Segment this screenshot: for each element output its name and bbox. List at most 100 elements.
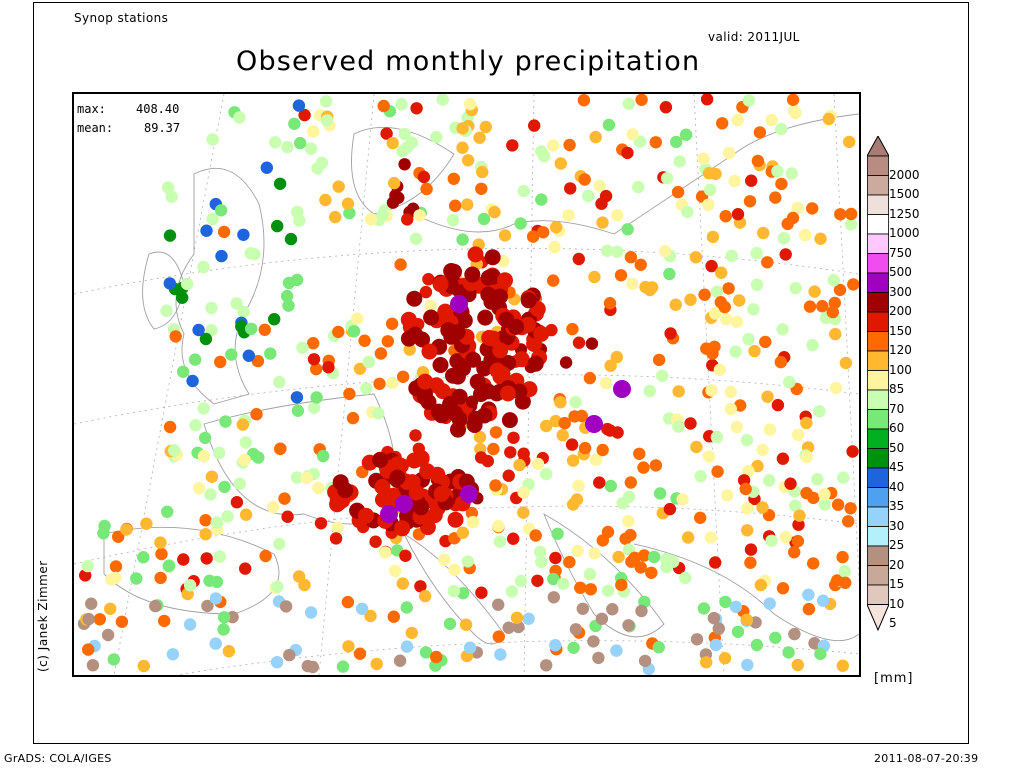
coastline	[413, 113, 859, 235]
gridline	[833, 94, 859, 586]
station-marker	[595, 197, 608, 210]
station-marker	[205, 470, 219, 483]
station-marker	[826, 305, 839, 319]
station-marker	[283, 648, 296, 662]
gridline	[318, 94, 375, 675]
station-marker	[398, 158, 411, 171]
legend-label: 35	[889, 499, 905, 513]
station-marker	[741, 502, 754, 515]
station-marker	[637, 461, 650, 474]
station-marker	[628, 551, 641, 564]
station-marker	[645, 566, 658, 579]
legend-label: 70	[889, 401, 905, 416]
legend-swatch	[867, 233, 889, 254]
station-marker	[606, 603, 619, 616]
station-marker	[718, 652, 732, 665]
station-marker	[635, 604, 648, 618]
station-marker	[380, 127, 393, 140]
station-marker	[270, 656, 284, 669]
legend-label: 120	[889, 343, 912, 357]
station-marker	[671, 185, 685, 199]
legend-swatch	[867, 584, 889, 605]
station-marker	[791, 428, 805, 441]
station-marker	[137, 551, 150, 564]
legend-swatch	[867, 350, 889, 371]
station-marker	[546, 139, 560, 152]
station-marker	[104, 602, 117, 615]
legend-colorbar	[866, 134, 890, 632]
station-marker	[200, 224, 213, 237]
station-marker	[459, 618, 473, 631]
station-marker	[206, 212, 219, 226]
station-marker	[513, 351, 530, 368]
station-marker	[535, 193, 548, 206]
station-marker	[502, 621, 515, 634]
station-marker	[660, 552, 673, 566]
station-marker	[712, 622, 725, 635]
station-markers	[77, 94, 859, 675]
station-marker	[385, 317, 399, 330]
station-marker	[410, 102, 423, 115]
station-marker	[200, 552, 213, 565]
station-marker	[292, 570, 306, 583]
station-marker	[689, 251, 703, 264]
station-marker	[199, 514, 212, 527]
station-marker	[713, 363, 727, 376]
station-marker	[704, 531, 717, 544]
station-marker	[589, 453, 603, 466]
station-marker	[634, 258, 647, 271]
station-marker	[487, 442, 500, 456]
station-marker	[730, 315, 744, 328]
station-marker	[722, 282, 735, 295]
station-marker	[785, 167, 798, 180]
station-marker	[342, 640, 355, 653]
station-marker	[703, 183, 717, 197]
station-marker	[186, 374, 199, 388]
station-marker	[82, 612, 95, 626]
station-marker	[230, 496, 244, 509]
station-marker	[449, 199, 462, 212]
station-marker	[107, 653, 120, 666]
station-marker	[353, 647, 367, 660]
station-marker	[307, 125, 320, 138]
station-marker	[447, 511, 464, 528]
station-marker	[526, 230, 540, 243]
station-marker	[177, 553, 190, 566]
station-marker	[307, 337, 320, 350]
station-marker	[771, 165, 784, 178]
station-marker	[237, 305, 250, 318]
station-marker	[559, 356, 573, 369]
station-marker	[690, 633, 704, 646]
station-marker	[563, 555, 576, 569]
station-marker	[355, 602, 369, 615]
legend-swatch	[867, 311, 889, 332]
station-marker	[634, 561, 647, 574]
legend-label: 10	[889, 596, 905, 611]
station-marker	[273, 177, 287, 190]
station-marker	[433, 407, 450, 424]
station-marker	[447, 584, 461, 598]
station-marker	[284, 232, 298, 246]
station-marker	[236, 418, 249, 431]
station-marker	[400, 640, 414, 653]
station-marker	[82, 643, 95, 656]
station-marker	[702, 167, 716, 180]
station-marker	[447, 172, 460, 185]
station-marker	[154, 536, 167, 549]
station-marker	[337, 482, 354, 499]
station-marker	[273, 375, 286, 389]
station-marker	[568, 410, 581, 423]
station-marker	[786, 94, 800, 106]
station-marker	[442, 396, 459, 412]
legend-swatch	[867, 565, 889, 586]
station-marker	[242, 349, 255, 362]
station-marker	[364, 609, 377, 623]
precipitation-map	[72, 92, 861, 677]
station-marker	[230, 297, 243, 310]
station-marker	[214, 204, 228, 217]
station-marker	[162, 559, 176, 572]
station-marker	[377, 99, 390, 113]
station-marker	[540, 467, 553, 481]
station-marker	[507, 431, 520, 444]
coastline	[633, 543, 859, 642]
